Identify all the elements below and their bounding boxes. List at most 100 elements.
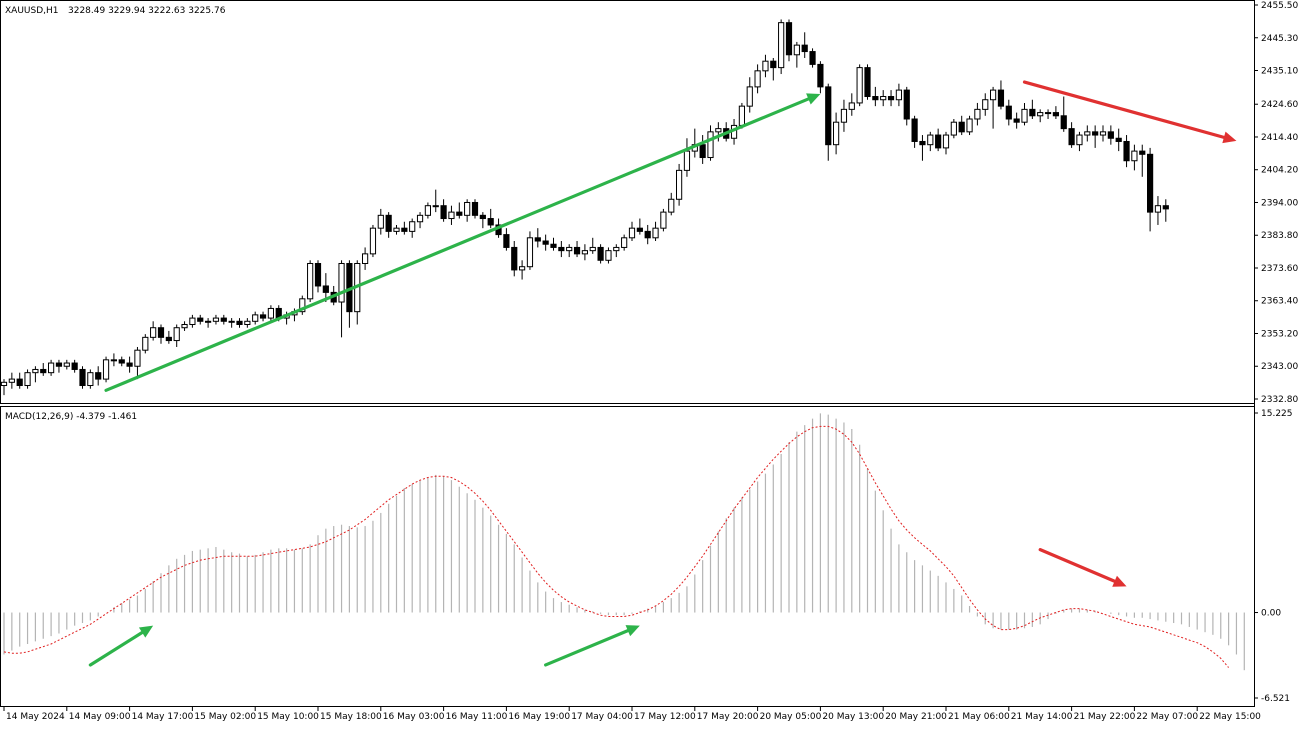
time-tick-label: 15 May 18:00 — [320, 712, 382, 722]
candle — [573, 241, 581, 258]
candle-body-bull — [142, 336, 149, 351]
candle-body-bear — [770, 60, 777, 69]
candle — [362, 247, 369, 270]
candle-body-bull — [307, 262, 314, 300]
candle — [950, 118, 957, 139]
candle — [887, 90, 895, 107]
candle — [393, 224, 400, 235]
candle-body-bull — [566, 246, 573, 252]
candle — [369, 224, 377, 258]
candle — [707, 125, 714, 161]
candle — [872, 86, 879, 107]
candle — [935, 128, 942, 152]
candle-body-bear — [801, 44, 808, 53]
candle-body-bull — [895, 89, 902, 101]
candle — [762, 54, 769, 78]
candle — [825, 83, 832, 161]
candle — [55, 359, 63, 373]
candle-body-bear — [259, 314, 267, 319]
candle-body-bear — [1029, 108, 1036, 117]
candle-body-bull — [87, 372, 94, 387]
macd-histogram — [3, 413, 1245, 671]
candle — [676, 163, 683, 206]
candle — [401, 221, 408, 235]
candle — [848, 93, 855, 116]
candle-body-bull — [377, 214, 384, 229]
arrow-shaft — [1038, 548, 1117, 583]
candle-body-bear — [1052, 112, 1060, 117]
candle-body-bull — [212, 317, 220, 322]
candle-body-bull — [205, 320, 212, 323]
candle-body-bull — [0, 381, 8, 387]
candle-body-bear — [1060, 115, 1067, 130]
candle-body-bull — [990, 89, 997, 101]
macd-indicator-label: MACD(12,26,9) -4.379 -1.461 — [5, 412, 137, 422]
candle — [236, 318, 243, 328]
candle — [424, 202, 431, 219]
candle-body-bear — [314, 262, 322, 287]
candle — [448, 205, 455, 225]
time-tick-label: 22 May 07:00 — [1136, 712, 1198, 722]
time-axis-ticks: 14 May 2024 14 May 09:00 14 May 17:00 15 Ma… — [3, 707, 1261, 722]
candle — [165, 330, 172, 344]
arrow-head — [1112, 575, 1127, 587]
candle-body-bear — [487, 218, 494, 226]
candle — [212, 314, 220, 325]
candle-body-bull — [102, 359, 110, 380]
candle — [1139, 144, 1146, 177]
candle-body-bear — [636, 227, 643, 232]
candle-body-bull — [299, 298, 306, 313]
macd-tick-label: 15.225 — [1261, 409, 1293, 419]
candle — [197, 314, 204, 325]
candle — [683, 138, 691, 177]
candle-body-bull — [581, 250, 588, 255]
candle-body-bear — [558, 246, 565, 252]
candle-body-bull — [432, 205, 439, 208]
candle — [895, 83, 902, 107]
candle-body-bull — [1154, 205, 1162, 213]
candle — [157, 324, 165, 344]
candle-body-bull — [1084, 131, 1091, 136]
candle-body-bull — [605, 250, 612, 261]
arrow-shaft — [104, 97, 810, 392]
candle — [809, 48, 816, 68]
candle — [377, 208, 384, 235]
candle-body-bear — [385, 214, 392, 232]
candle-body-bull — [668, 198, 675, 213]
candle-body-bull — [715, 128, 722, 133]
candle-body-bull — [424, 205, 431, 216]
candle — [464, 199, 471, 222]
candle — [519, 260, 526, 280]
candle-body-bear — [456, 211, 463, 216]
candle-body-bull — [707, 131, 714, 159]
ohlc-label: 3228.49 3229.94 3222.63 3225.76 — [68, 6, 226, 16]
candle-body-bull — [848, 102, 855, 110]
candle — [181, 321, 188, 331]
time-tick-label: 14 May 09:00 — [69, 712, 131, 722]
candle-body-bull — [228, 320, 235, 323]
candle-body-bull — [189, 317, 196, 326]
candle-body-bear — [71, 362, 78, 370]
price-tick-label: 2332.80 — [1261, 395, 1298, 405]
candle — [314, 260, 322, 293]
candle-body-bull — [660, 211, 667, 229]
candle-body-bull — [982, 99, 989, 110]
candle-body-bull — [652, 227, 659, 239]
candle-body-bull — [676, 169, 683, 200]
time-tick-label: 17 May 20:00 — [697, 712, 759, 722]
candle-body-bear — [1115, 137, 1122, 142]
candle-body-bull — [48, 362, 55, 374]
candle-body-bull — [942, 134, 950, 149]
candle — [919, 135, 926, 161]
candle-body-bull — [1131, 150, 1138, 162]
candle — [40, 363, 47, 376]
candle — [299, 295, 306, 315]
candle-body-bear — [511, 246, 518, 271]
candle — [793, 41, 800, 68]
candle — [259, 311, 267, 322]
price-tick-label: 2435.10 — [1261, 67, 1298, 77]
candle — [1092, 125, 1099, 148]
time-tick-label: 21 May 22:00 — [1074, 712, 1136, 722]
